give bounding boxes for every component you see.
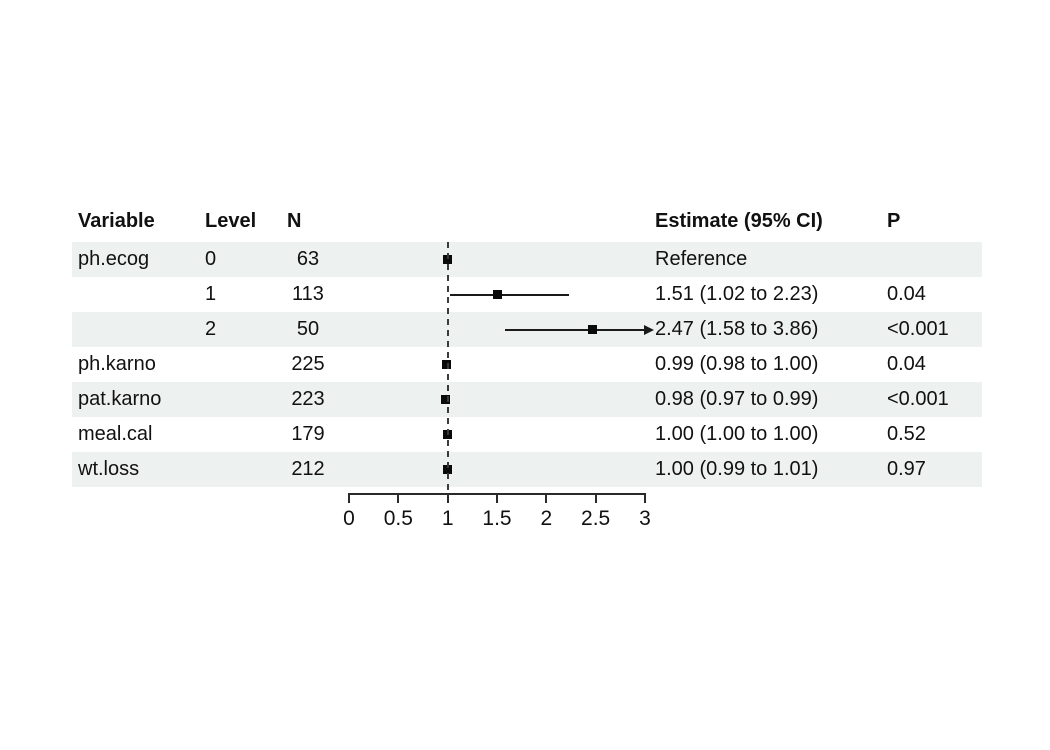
estimate-marker [588, 325, 598, 334]
table-row: pat.karno 223 0.98 (0.97 to 0.99) <0.001 [72, 382, 982, 417]
x-axis-tick-label: 3 [639, 507, 651, 530]
cell-estimate: 1.00 (1.00 to 1.00) [655, 423, 819, 445]
x-axis-tick [496, 493, 498, 503]
cell-n: 50 [296, 318, 320, 340]
table-row: ph.karno 225 0.99 (0.98 to 1.00) 0.04 [72, 347, 982, 382]
header-p: P [887, 210, 901, 232]
x-axis-tick-label: 2 [540, 507, 553, 530]
x-axis-tick-label: 2.5 [581, 507, 611, 530]
cell-p: <0.001 [887, 388, 949, 410]
table-row: wt.loss 212 1.00 (0.99 to 1.01) 0.97 [72, 452, 982, 487]
x-axis-tick [446, 493, 449, 503]
estimate-marker [493, 290, 503, 299]
cell-estimate: 1.51 (1.02 to 2.23) [655, 283, 819, 305]
cell-level: 2 [205, 318, 217, 340]
estimate-marker [441, 395, 451, 404]
x-axis-tick-label: 0.5 [383, 507, 413, 530]
x-axis-tick [348, 493, 350, 503]
table-row: 2 50 2.47 (1.58 to 3.86) <0.001 [72, 312, 982, 347]
table-row: meal.cal 179 1.00 (1.00 to 1.00) 0.52 [72, 417, 982, 452]
cell-estimate: 0.99 (0.98 to 1.00) [655, 353, 819, 375]
cell-level: 1 [205, 283, 217, 305]
cell-variable: ph.karno [78, 353, 156, 375]
cell-variable: meal.cal [78, 423, 153, 445]
cell-estimate: 1.00 (0.99 to 1.01) [655, 458, 819, 480]
x-axis-tick-label: 0 [343, 507, 355, 530]
cell-estimate: Reference [655, 248, 748, 270]
x-axis-tick-label: 1 [441, 507, 454, 530]
cell-variable: pat.karno [78, 388, 162, 410]
table-row: ph.ecog 0 63 Reference [72, 242, 982, 277]
cell-n: 63 [296, 248, 320, 270]
x-axis-tick [594, 493, 597, 503]
cell-n: 212 [291, 458, 325, 480]
cell-p: <0.001 [887, 318, 949, 340]
cell-p: 0.04 [887, 283, 926, 305]
reference-dashed-line [446, 242, 449, 490]
table-rows-container: ph.ecog 0 63 Reference 1 113 1.51 (1.02 to 2.2… [72, 242, 982, 487]
cell-estimate: 0.98 (0.97 to 0.99) [655, 388, 819, 410]
ci-line [504, 328, 645, 331]
header-level: Level [205, 210, 257, 232]
x-axis-tick [545, 493, 548, 503]
cell-p: 0.97 [887, 458, 926, 480]
cell-p: 0.52 [887, 423, 926, 445]
header-estimate: Estimate (95% CI) [655, 210, 823, 232]
x-axis-tick [397, 493, 400, 503]
x-axis-tick [644, 493, 646, 503]
cell-level: 0 [205, 248, 217, 270]
forest-plot-table: Variable Level N Estimate (95% CI) P ph.… [72, 205, 982, 530]
ci-line [449, 293, 569, 296]
cell-variable: ph.ecog [78, 248, 150, 270]
cell-n: 223 [291, 388, 325, 410]
cell-n: 113 [292, 283, 324, 305]
table-header-row: Variable Level N Estimate (95% CI) P [72, 205, 982, 242]
cell-variable: wt.loss [78, 458, 140, 480]
cell-p: 0.04 [887, 353, 926, 375]
cell-estimate: 2.47 (1.58 to 3.86) [655, 318, 819, 340]
x-axis-tick-label: 1.5 [482, 507, 512, 530]
cell-n: 179 [291, 423, 325, 445]
header-n: N [287, 210, 302, 232]
cell-n: 225 [291, 353, 325, 375]
table-row: 1 113 1.51 (1.02 to 2.23) 0.04 [72, 277, 982, 312]
header-variable: Variable [78, 210, 155, 232]
ci-clipped-arrow [644, 324, 654, 335]
